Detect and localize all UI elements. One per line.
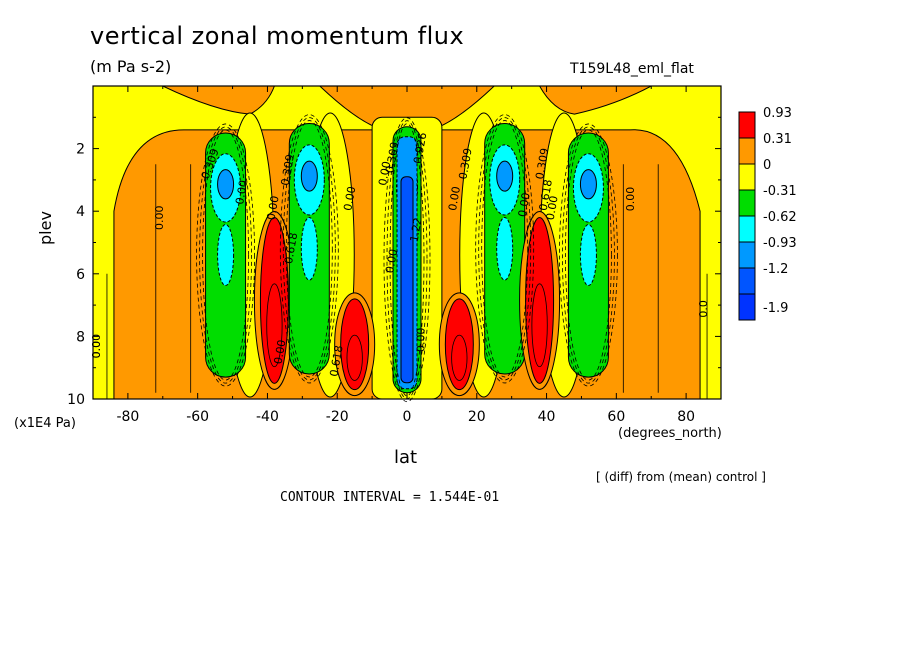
positive-cell [444,298,474,391]
contour-label: 0.00 [383,248,400,274]
x-axis-unit: (degrees_north) [618,426,722,441]
contour-label: 0.00 [446,185,463,211]
contour-label: 0.618 [537,178,555,211]
contour-label: 0.618 [282,232,300,265]
colorbar-swatch [738,137,756,165]
contour-label: 0.309 [533,147,551,180]
dashed-contour [285,120,333,378]
x-tick-label: 60 [607,409,625,425]
y-tick-label: 8 [76,329,85,345]
dashed-contour [559,123,618,387]
colorbar-swatch [738,163,756,191]
dashed-contour [565,129,612,381]
colorbar-label: -0.93 [763,236,797,251]
colorbar-swatch [738,267,756,295]
orange-top-right [539,86,652,115]
contour-label: 1.22 [408,217,425,243]
contour-label: 0.00 [624,187,637,212]
y-axis-unit: (x1E4 Pa) [14,416,76,431]
contour-label: 0.926 [411,131,429,164]
x-tick-label: 0 [403,409,412,425]
diff-note: [ (diff) from (mean) control ] [596,470,766,484]
dashed-contour [389,123,425,397]
negative-cell-core [300,216,318,281]
dashed-contour [562,126,615,384]
colorbar-label: -0.62 [763,210,797,225]
chart-units: (m Pa s-2) [90,57,172,76]
dashed-contour [282,117,336,381]
positive-cell [340,298,370,391]
y-tick-label: 2 [76,142,85,158]
contour-label: 0.00 [153,205,166,230]
colorbar-label: 0 [763,158,771,173]
dashed-contour [478,117,532,381]
x-tick-label: 80 [677,409,695,425]
solid-contour [346,334,363,381]
colorbar-swatch [738,293,756,321]
contour-label: 0.00 [414,328,427,353]
colorbar-label: -1.9 [763,301,788,316]
y-tick-label: 10 [67,392,85,408]
contour-label: 0.00 [516,192,533,218]
contour-label: 0.00 [233,179,250,205]
colorbar-swatch [738,215,756,243]
contour-label: 0.00 [376,160,393,186]
dashed-contour [196,123,255,387]
colorbar-label: 0.31 [763,132,792,147]
x-tick-label: -40 [256,409,279,425]
negative-center-core-deep [400,176,414,384]
negative-cell-deep [496,160,514,192]
negative-cell-core [217,224,235,287]
positive-cell [525,216,555,384]
dashed-contour [481,120,529,378]
dashed-contour [475,114,535,384]
x-tick-label: -80 [116,409,139,425]
contour-label: 0.0 [697,300,710,318]
dashed-contour [383,117,431,403]
contour-label: 0.00 [272,339,289,365]
colorbar-swatch [738,241,756,269]
dashed-contour [279,114,339,384]
contour-label: 0.00 [544,195,561,221]
solid-contour [531,283,548,368]
colorbar-swatch [738,189,756,217]
x-tick-label: -20 [326,409,349,425]
contour-label: 0.618 [327,344,345,377]
solid-contour [266,283,283,368]
negative-cell-deep [300,160,318,192]
negative-cell-core [579,224,597,287]
colorbar-label: -1.2 [763,262,788,277]
colorbar-label: -0.31 [763,184,797,199]
contour-interval: CONTOUR INTERVAL = 1.544E-01 [280,490,500,505]
colorbar-swatch [738,111,756,139]
solid-contour [451,334,468,381]
dashed-contour [202,129,249,381]
colorbar-label: 0.93 [763,106,792,121]
x-tick-label: 20 [468,409,486,425]
y-tick-label: 6 [76,267,85,283]
contour-label: 0.00 [341,185,358,211]
contour-label: 0.309 [383,141,401,174]
contour-label: 0.309 [456,147,474,180]
contour-label: 0.309 [279,153,297,186]
dashed-contour [199,126,252,384]
negative-cell-core [496,216,514,281]
negative-cell-deep [579,169,597,200]
contour-label: 0.00 [265,195,282,221]
x-tick-label: -60 [186,409,209,425]
yellow-region [93,86,721,399]
y-tick-label: 4 [76,204,85,220]
run-label: T159L48_eml_flat [570,61,694,77]
x-tick-label: 40 [538,409,556,425]
chart-title: vertical zonal momentum flux [90,22,465,50]
negative-cell-deep [217,169,235,200]
contour-label: 0.0 [90,341,103,359]
x-axis-label: lat [394,447,418,468]
